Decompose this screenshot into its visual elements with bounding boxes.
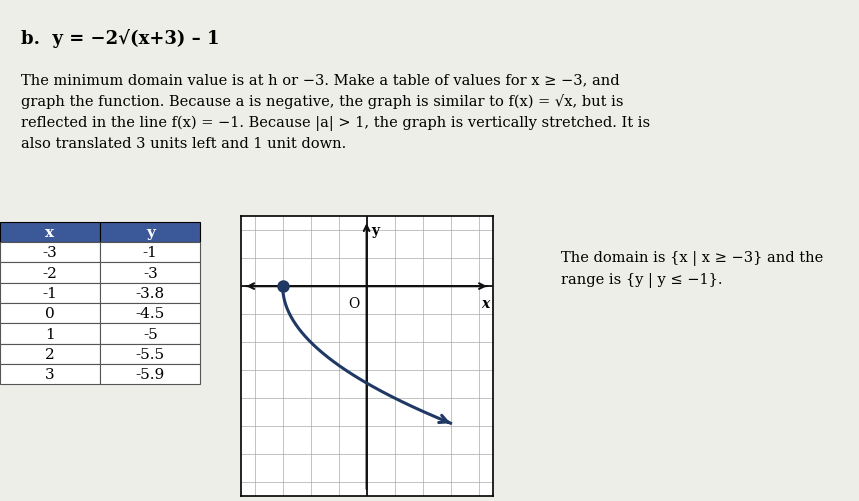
- Text: O: O: [349, 296, 360, 310]
- Text: b.  y = −2√(x+3) – 1: b. y = −2√(x+3) – 1: [21, 29, 220, 48]
- Text: The minimum domain value is at h or −3. Make a table of values for x ≥ −3, and
g: The minimum domain value is at h or −3. …: [21, 74, 650, 151]
- Text: The domain is {x | x ≥ −3} and the
range is {y | y ≤ −1}.: The domain is {x | x ≥ −3} and the range…: [561, 250, 823, 288]
- Text: y: y: [372, 224, 380, 237]
- Text: x: x: [482, 296, 490, 310]
